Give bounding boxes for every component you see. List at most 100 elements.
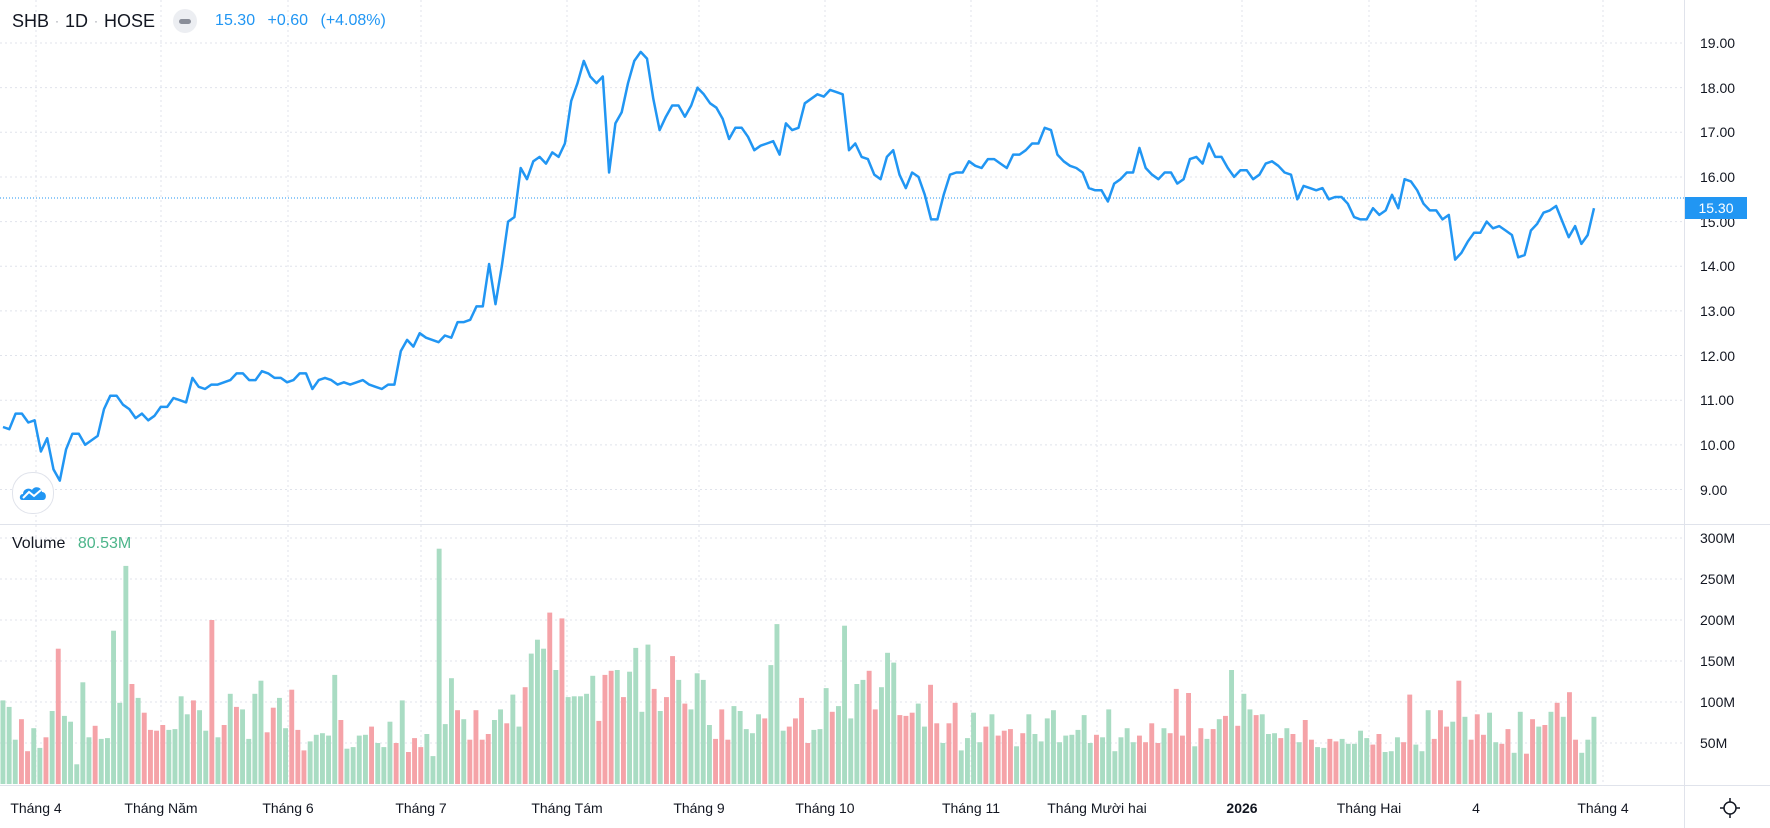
symbol-legend[interactable]: SHB · 1D · HOSE 15.30 +0.60 (+4.08%) [12,9,394,33]
volume-bar [719,709,725,784]
volume-bar [860,679,866,784]
volume-bar [1585,739,1591,784]
volume-bar [467,739,473,784]
volume-bar [406,752,411,784]
volume-bar [1591,716,1597,784]
volume-bar [1554,702,1560,784]
volume-bar [915,703,921,784]
volume-bar [940,743,946,784]
volume-bar [1001,730,1007,784]
volume-bar [774,624,780,784]
price-change-pct: (+4.08%) [320,12,386,29]
volume-bar [270,707,276,784]
volume-bar [614,670,620,784]
volume-value: 80.53M [77,535,132,552]
volume-bar [203,730,209,784]
volume-bar [1124,728,1130,784]
price-tick: 18.00 [1700,79,1736,96]
volume-bar [1339,738,1345,784]
volume-bar [504,723,510,784]
gear-icon[interactable] [1718,796,1742,820]
volume-bar [934,723,940,784]
volume-bar [1450,721,1456,784]
volume-bar [848,718,854,784]
volume-bar [885,652,890,784]
volume-bar [627,671,632,784]
volume-bar [387,721,393,784]
volume-bar [1272,733,1277,784]
volume-bar [430,756,436,784]
volume-bar [1204,738,1210,784]
time-tick: Tháng 11 [941,800,1001,816]
volume-bar [0,700,6,784]
volume-bar [86,737,92,784]
symbol-name: SHB [12,10,50,31]
volume-bar [1087,743,1093,784]
tradingview-cloud-icon[interactable] [12,472,54,514]
volume-bar [1315,747,1320,784]
volume-bar [639,711,645,784]
minus-icon[interactable] [173,9,198,33]
volume-bar [645,644,651,784]
volume-bar [473,710,479,784]
volume-bar [197,710,202,784]
volume-bar [768,665,774,784]
time-tick: 4 [1472,800,1480,816]
price-tick: 13.00 [1700,302,1736,319]
volume-bar [1358,730,1363,784]
volume-series [0,548,1597,784]
volume-bar [215,737,221,784]
volume-bar [1524,753,1529,784]
volume-bar [1493,742,1499,784]
volume-bar [1173,688,1179,784]
volume-bar [485,734,491,784]
volume-bar [903,715,909,784]
volume-bar [375,743,381,784]
volume-bar [1425,710,1431,784]
volume-bar [1407,694,1413,784]
volume-bar [1456,680,1462,784]
volume-bar [559,618,565,784]
volume-bar [1186,693,1191,784]
volume-bar [608,670,614,784]
volume-bar [80,682,86,784]
volume-bar [369,726,374,784]
volume-bar [805,743,811,784]
volume-bar [246,738,252,784]
volume-bar [983,726,989,784]
volume-bar [252,693,258,784]
time-tick: Tháng Tám [531,800,603,816]
volume-bar [1106,709,1112,784]
volume-bar [1511,752,1517,784]
volume-bar [621,697,626,784]
volume-bar [1388,751,1394,784]
volume-bar [1198,728,1204,784]
volume-bar [1487,712,1492,784]
volume-bar [1051,710,1056,784]
volume-bar [1536,726,1542,784]
volume-bar [399,700,405,784]
price-change: +0.60 [267,12,309,29]
time-tick: Tháng 4 [10,800,62,816]
interval: 1D [65,10,89,31]
volume-bar [664,697,669,784]
time-tick: Tháng 6 [262,800,314,816]
volume-bar [842,625,847,784]
volume-bar [1444,726,1449,784]
volume-bar [1241,693,1247,784]
volume-bar [1020,733,1026,784]
volume-bar [1278,738,1284,784]
volume-bar [713,738,718,784]
volume-bar [135,697,141,784]
volume-bar [565,697,571,784]
time-tick: Tháng 9 [673,800,725,816]
volume-bar [1474,714,1480,784]
volume-bar [31,728,37,784]
volume-bar [43,737,49,784]
volume-bar [737,711,743,784]
volume-bar [184,714,190,784]
volume-bar [1530,719,1535,784]
volume-bar [436,548,442,784]
volume-bar [780,730,786,784]
